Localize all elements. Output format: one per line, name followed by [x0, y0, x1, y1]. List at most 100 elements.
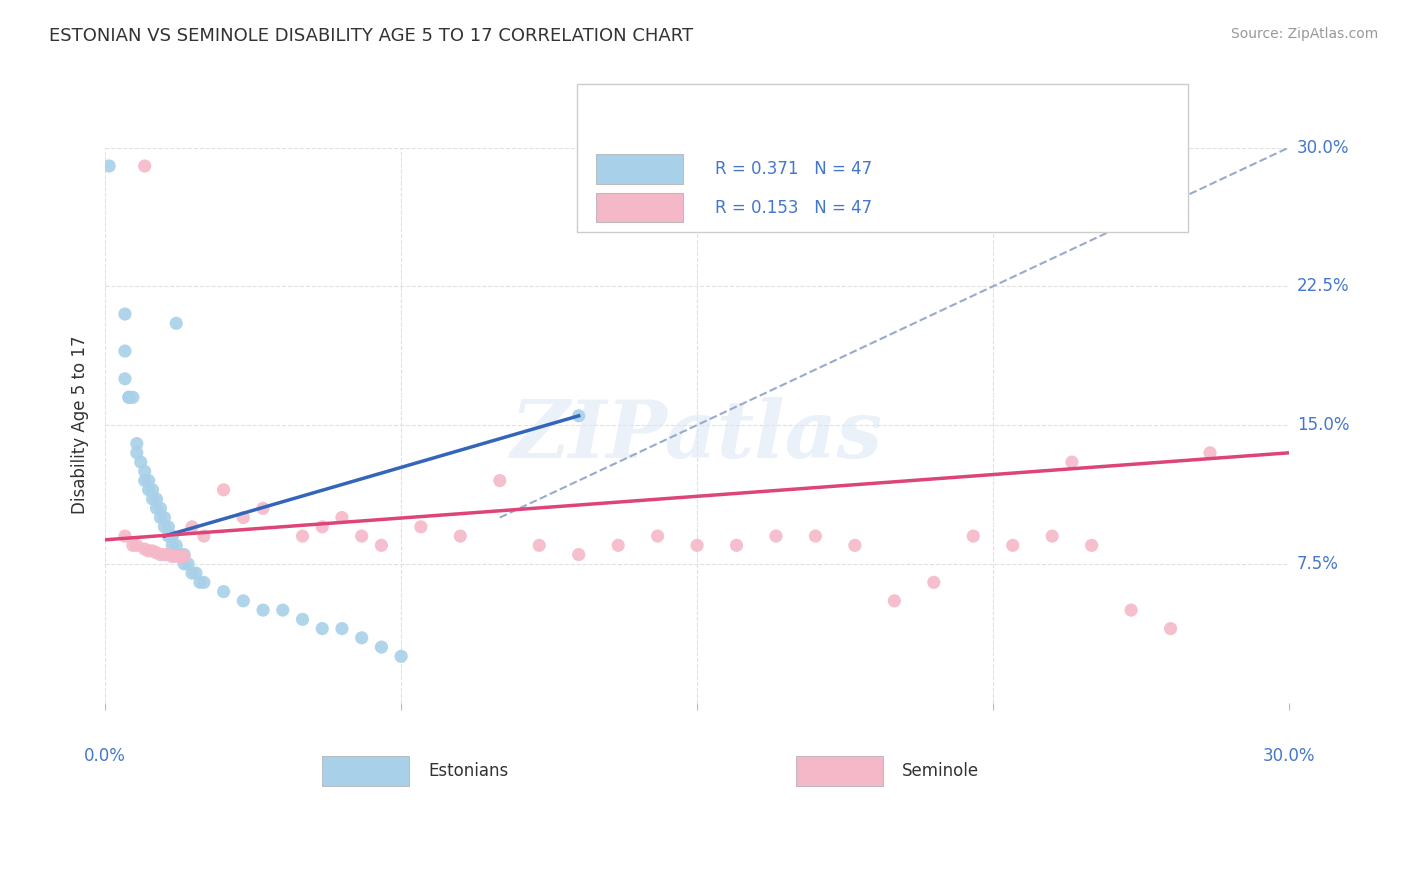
Point — [142, 483, 165, 497]
Text: R = 0.153   N = 47: R = 0.153 N = 47 — [714, 199, 872, 217]
Point — [165, 549, 187, 564]
FancyBboxPatch shape — [576, 84, 1188, 232]
Point — [157, 520, 180, 534]
Text: Seminole: Seminole — [903, 762, 980, 780]
Text: Source: ZipAtlas.com: Source: ZipAtlas.com — [1230, 27, 1378, 41]
Point — [162, 529, 184, 543]
Point — [153, 520, 176, 534]
Point — [149, 510, 172, 524]
Point — [173, 557, 195, 571]
Point — [184, 566, 207, 580]
Point — [686, 538, 709, 552]
Point — [125, 538, 148, 552]
Point — [252, 603, 274, 617]
Text: ZIPatlas: ZIPatlas — [510, 398, 883, 475]
Point — [449, 529, 471, 543]
Point — [114, 307, 136, 321]
Point — [142, 492, 165, 507]
Point — [173, 548, 195, 562]
Point — [121, 538, 143, 552]
Point — [98, 159, 121, 173]
Text: 22.5%: 22.5% — [1296, 277, 1350, 295]
Point — [118, 390, 141, 404]
Point — [138, 544, 160, 558]
Point — [145, 546, 167, 560]
Point — [1001, 538, 1024, 552]
Text: 30.0%: 30.0% — [1296, 138, 1350, 156]
Point — [1060, 455, 1083, 469]
Point — [145, 492, 167, 507]
Text: R = 0.371   N = 47: R = 0.371 N = 47 — [714, 160, 872, 178]
Point — [291, 529, 314, 543]
Point — [844, 538, 866, 552]
Point — [138, 474, 160, 488]
Point — [173, 549, 195, 564]
Point — [134, 474, 156, 488]
Point — [134, 542, 156, 557]
Point — [568, 548, 591, 562]
Point — [181, 520, 204, 534]
Text: 30.0%: 30.0% — [1263, 747, 1315, 765]
Point — [169, 548, 191, 562]
Point — [153, 548, 176, 562]
Point — [212, 483, 235, 497]
Point — [962, 529, 984, 543]
Point — [142, 544, 165, 558]
Point — [134, 464, 156, 478]
FancyBboxPatch shape — [596, 193, 683, 222]
Point — [271, 603, 294, 617]
Point — [157, 529, 180, 543]
Point — [129, 455, 152, 469]
Point — [149, 501, 172, 516]
Point — [188, 575, 211, 590]
Point — [607, 538, 630, 552]
Point — [330, 622, 353, 636]
Point — [157, 548, 180, 562]
Point — [529, 538, 551, 552]
Point — [114, 344, 136, 359]
Point — [193, 529, 215, 543]
Point — [291, 612, 314, 626]
Point — [162, 538, 184, 552]
Point — [252, 501, 274, 516]
Point — [409, 520, 432, 534]
Text: 0.0%: 0.0% — [84, 747, 127, 765]
Point — [330, 510, 353, 524]
Point — [804, 529, 827, 543]
Point — [1080, 538, 1102, 552]
Point — [1119, 603, 1142, 617]
Point — [232, 510, 254, 524]
Text: ESTONIAN VS SEMINOLE DISABILITY AGE 5 TO 17 CORRELATION CHART: ESTONIAN VS SEMINOLE DISABILITY AGE 5 TO… — [49, 27, 693, 45]
Point — [165, 538, 187, 552]
Text: 15.0%: 15.0% — [1296, 416, 1350, 434]
Point — [212, 584, 235, 599]
Point — [232, 594, 254, 608]
Text: 7.5%: 7.5% — [1296, 555, 1339, 573]
FancyBboxPatch shape — [796, 756, 883, 786]
Point — [169, 549, 191, 564]
Point — [883, 594, 905, 608]
Point — [114, 372, 136, 386]
Point — [153, 510, 176, 524]
Point — [647, 529, 669, 543]
Point — [568, 409, 591, 423]
Point — [350, 529, 373, 543]
Point — [125, 446, 148, 460]
Point — [162, 549, 184, 564]
Point — [389, 649, 412, 664]
Point — [1160, 622, 1182, 636]
Point — [134, 159, 156, 173]
Point — [370, 640, 392, 654]
Point — [177, 557, 200, 571]
Point — [488, 474, 510, 488]
Point — [765, 529, 787, 543]
Point — [311, 622, 333, 636]
Point — [125, 436, 148, 450]
Point — [165, 316, 187, 330]
Point — [193, 575, 215, 590]
FancyBboxPatch shape — [322, 756, 409, 786]
Point — [138, 483, 160, 497]
Point — [370, 538, 392, 552]
Point — [1040, 529, 1063, 543]
Point — [114, 529, 136, 543]
